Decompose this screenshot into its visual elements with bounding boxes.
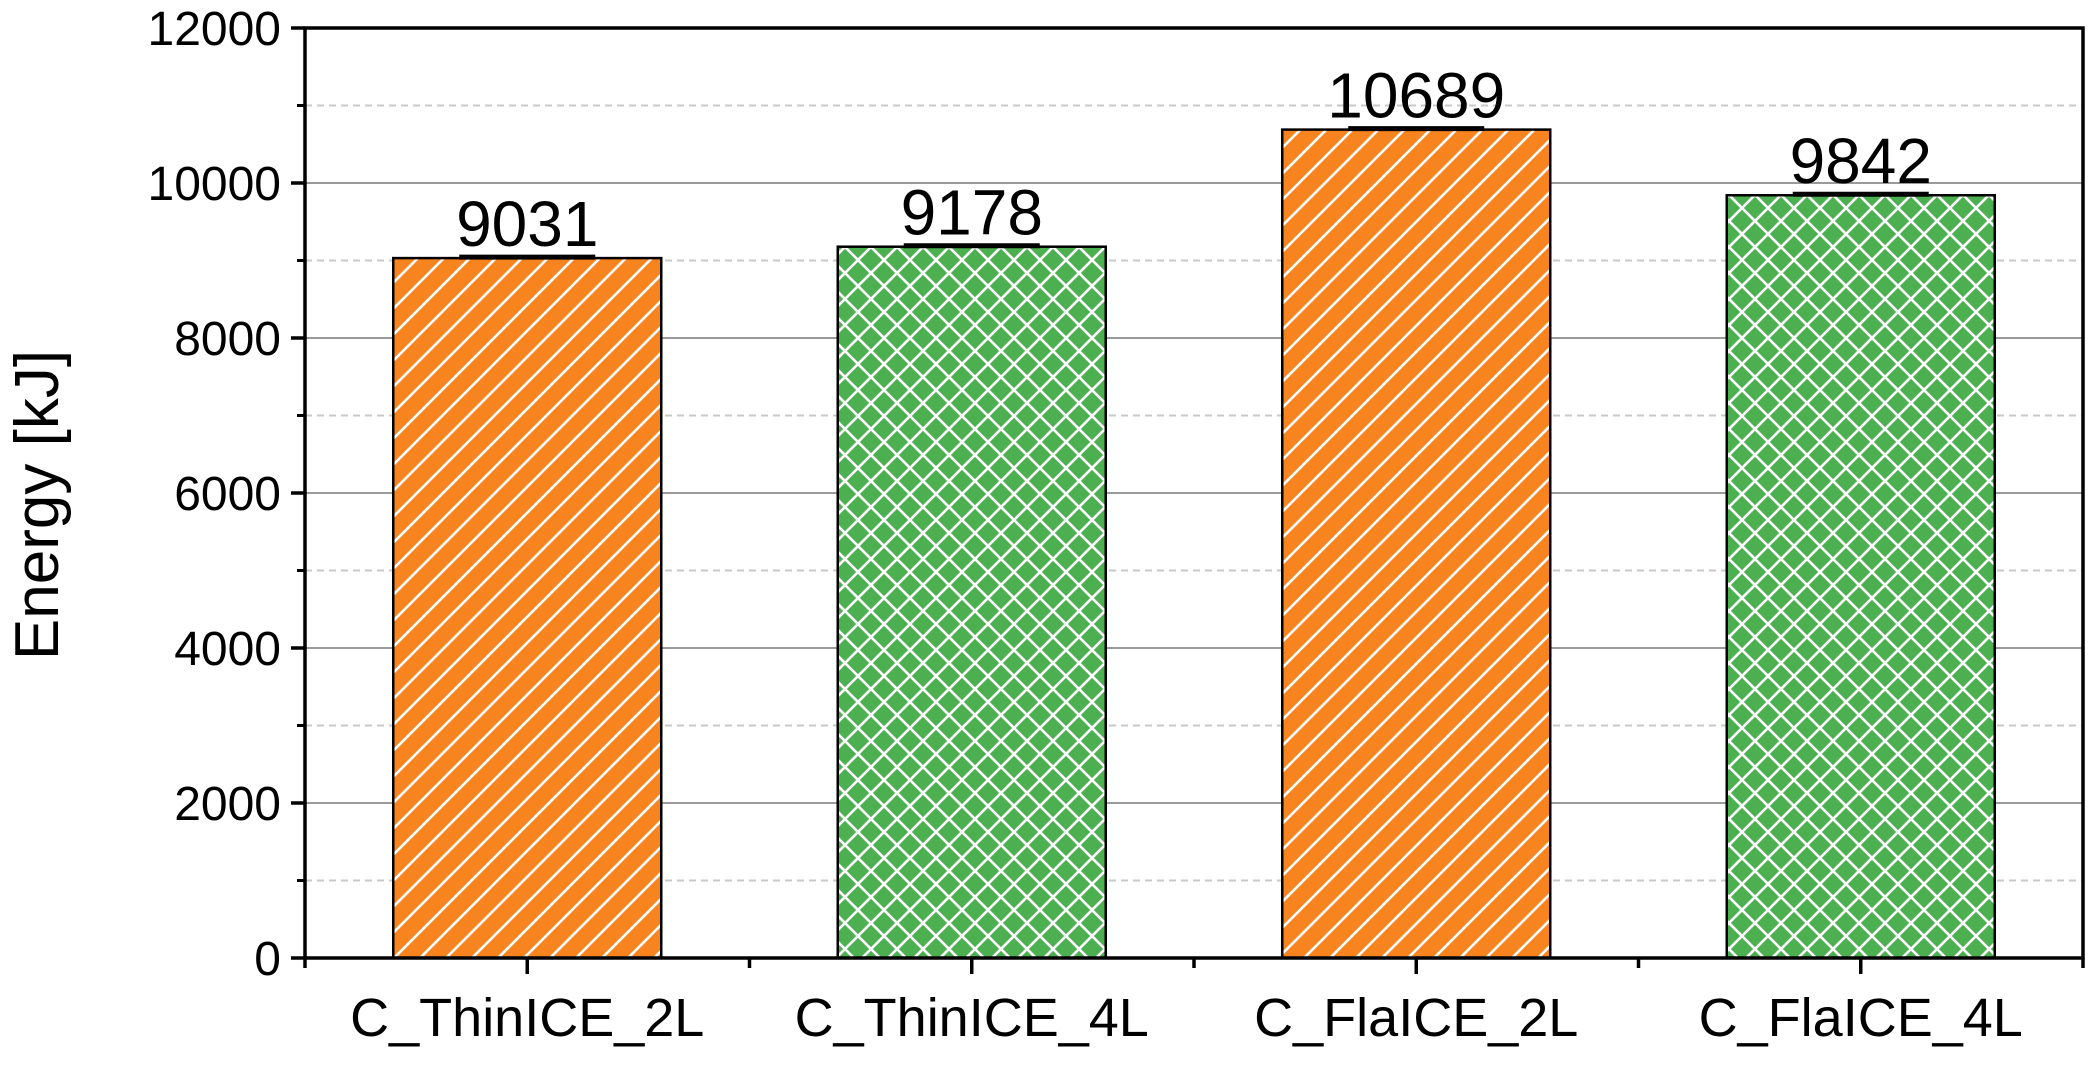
bar-3	[1281, 128, 1552, 960]
y-tick-label: 0	[254, 933, 281, 986]
y-tick-label: 12000	[148, 3, 281, 56]
y-tick-label: 10000	[148, 158, 281, 211]
value-label: 9031	[456, 188, 598, 260]
y-tick-label: 2000	[174, 778, 281, 831]
value-label: 10689	[1327, 60, 1505, 132]
value-label: 9842	[1790, 125, 1932, 197]
bar-1	[392, 256, 663, 960]
value-label: 9178	[901, 177, 1043, 249]
x-tick-label: C_FlaICE_2L	[1254, 988, 1578, 1048]
y-tick-label: 4000	[174, 623, 281, 676]
labels: 9031 9178 10689 9842 0 2000 4000 6000 8000 10000 1…	[148, 3, 2023, 1048]
bar-2	[836, 245, 1107, 960]
y-tick-label: 6000	[174, 468, 281, 521]
x-tick-label: C_ThinICE_4L	[795, 988, 1149, 1048]
bars	[392, 126, 1996, 960]
x-tick-label: C_ThinICE_2L	[350, 988, 704, 1048]
y-tick-label: 8000	[174, 313, 281, 366]
axes	[291, 26, 2085, 974]
x-tick-label: C_FlaICE_4L	[1699, 988, 2023, 1048]
bar-4	[1725, 193, 1996, 960]
y-axis-title: Energy [kJ]	[3, 350, 72, 660]
